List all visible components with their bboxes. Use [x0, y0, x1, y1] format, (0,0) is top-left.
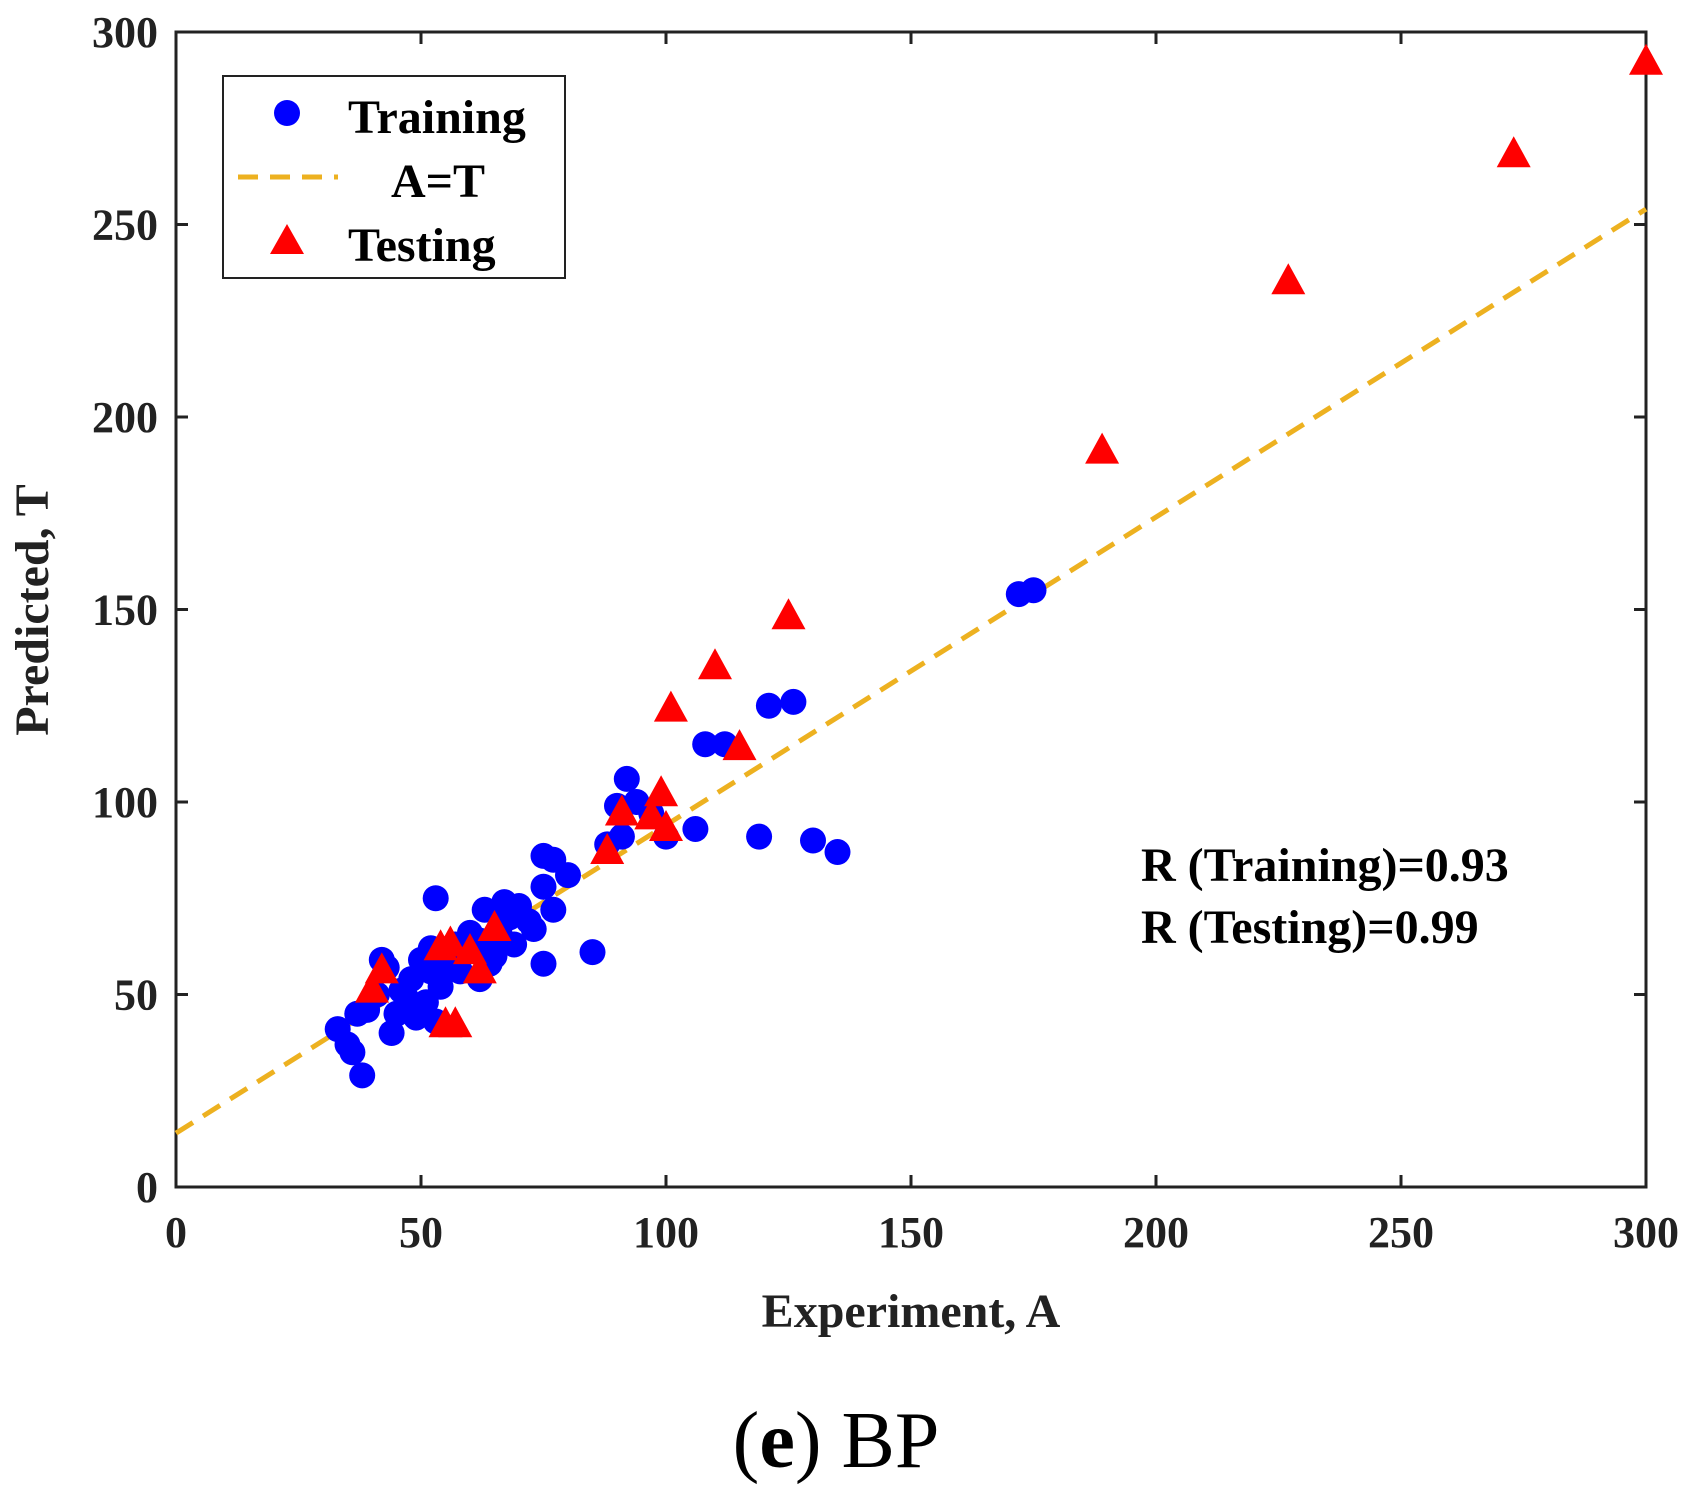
x-tick-label: 300	[1613, 1208, 1679, 1257]
legend-training-marker	[274, 100, 300, 126]
annotation-r-testing: R (Testing)=0.99	[1141, 901, 1479, 954]
testing-point	[438, 1006, 473, 1038]
x-tick-label: 150	[878, 1208, 944, 1257]
testing-point	[644, 775, 679, 807]
caption-panel-label: e	[759, 1397, 795, 1485]
training-point	[349, 1062, 376, 1089]
figure-caption: (e) BP	[733, 1397, 940, 1485]
x-tick-label: 250	[1368, 1208, 1434, 1257]
training-point	[613, 765, 640, 792]
x-tick-label: 200	[1123, 1208, 1189, 1257]
training-point	[800, 827, 826, 854]
training-point	[398, 966, 425, 993]
testing-point	[462, 952, 497, 984]
training-point	[746, 823, 773, 850]
y-axis: 0 50 100 150 200 250 300	[92, 8, 1646, 1212]
training-point	[520, 916, 547, 943]
training-point	[780, 688, 807, 715]
testing-point	[477, 910, 512, 942]
x-tick-label: 0	[165, 1208, 187, 1257]
legend-reference-label: A=T	[391, 155, 485, 208]
training-point	[422, 885, 449, 912]
testing-point	[649, 809, 683, 841]
testing-point	[355, 971, 389, 1003]
annotation-r-training: R (Training)=0.93	[1141, 839, 1509, 892]
testing-point	[433, 925, 468, 957]
training-point	[692, 731, 719, 758]
y-tick-label: 300	[92, 8, 158, 57]
training-point	[339, 1039, 366, 1066]
training-point	[555, 862, 581, 889]
y-tick-label: 250	[92, 201, 158, 250]
testing-point	[1629, 43, 1663, 75]
training-point	[1020, 577, 1047, 604]
testing-point	[653, 690, 688, 722]
testing-point	[771, 598, 806, 630]
y-tick-label: 200	[92, 393, 158, 442]
legend: Training A=T Testing	[222, 75, 566, 279]
testing-series	[355, 43, 1663, 1038]
training-point	[608, 823, 635, 850]
y-tick-label: 150	[92, 586, 158, 635]
training-point	[540, 896, 567, 923]
training-point	[530, 950, 557, 977]
legend-training-label: Training	[348, 91, 526, 144]
y-tick-label: 0	[136, 1163, 158, 1212]
testing-point	[722, 729, 757, 761]
x-tick-label: 100	[633, 1208, 699, 1257]
testing-point	[364, 952, 399, 984]
testing-point	[604, 794, 639, 826]
testing-point	[1085, 432, 1120, 464]
legend-testing-label: Testing	[348, 219, 496, 272]
x-axis: 0 50 100 150 200 250 300	[165, 32, 1679, 1257]
training-point	[755, 692, 782, 719]
training-point	[481, 943, 508, 969]
training-point	[682, 815, 709, 842]
testing-point	[1271, 263, 1306, 295]
y-tick-label: 50	[114, 971, 158, 1020]
training-point	[530, 873, 557, 900]
testing-point	[1496, 136, 1531, 168]
testing-point	[590, 833, 625, 865]
legend-testing-marker	[270, 224, 304, 254]
training-point	[579, 939, 606, 966]
x-tick-label: 50	[399, 1208, 443, 1257]
y-tick-label: 100	[92, 778, 158, 827]
testing-point	[698, 648, 732, 680]
caption-text: BP	[841, 1397, 939, 1485]
x-axis-title: Experiment, A	[762, 1285, 1061, 1338]
training-point	[824, 839, 851, 866]
y-axis-title: Predicted, T	[6, 484, 59, 736]
